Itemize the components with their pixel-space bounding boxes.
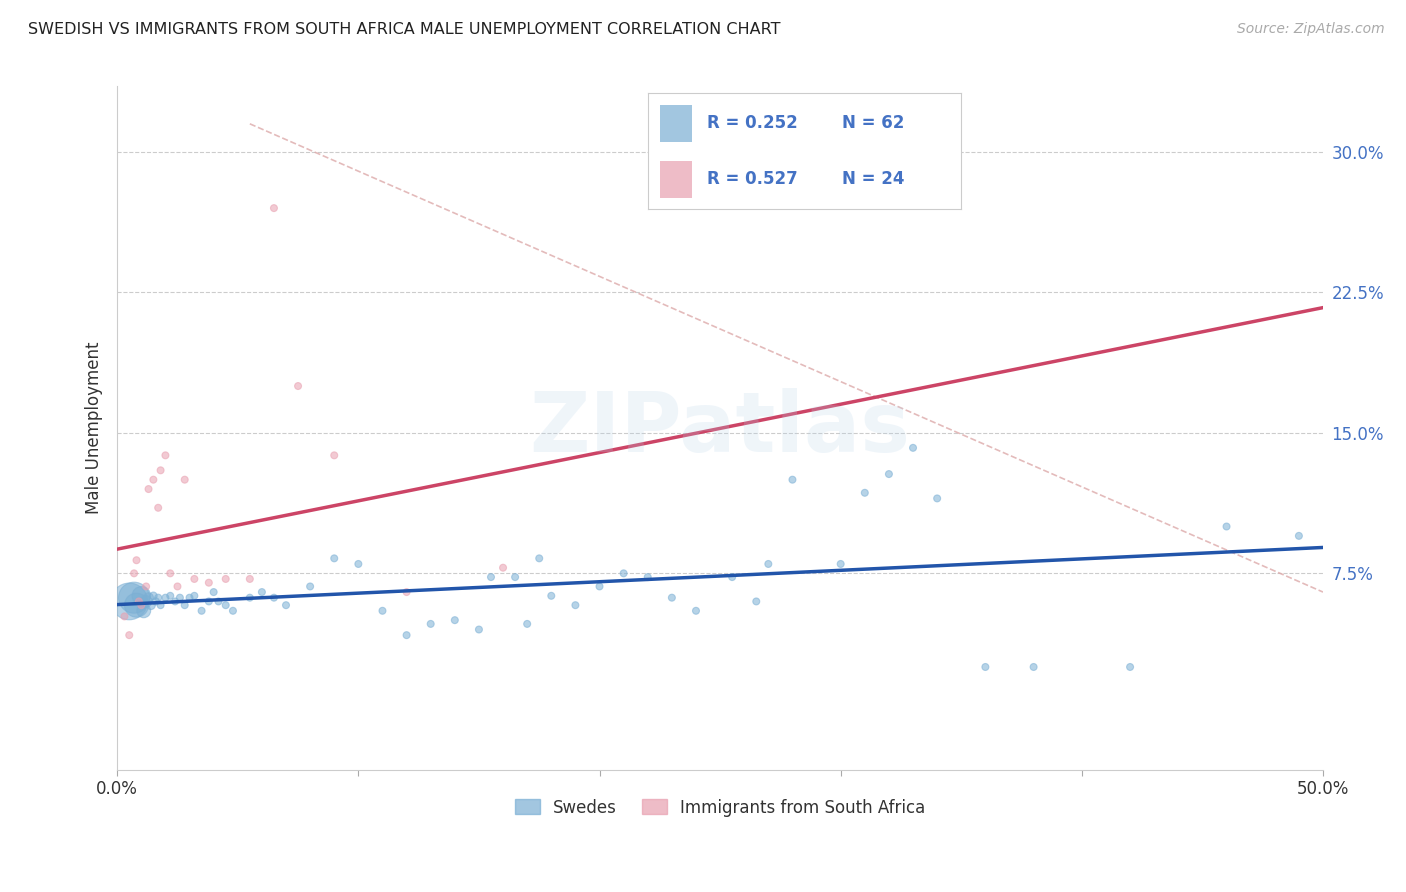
Point (347, 557, 370, 571)
Point (198, 575, 221, 590)
Point (112, 609, 135, 624)
Y-axis label: Male Unemployment: Male Unemployment (86, 342, 103, 515)
Point (745, 594, 768, 608)
Point (468, 623, 491, 637)
Point (145, 594, 167, 608)
Point (148, 500, 170, 515)
Point (198, 594, 221, 608)
Point (159, 566, 181, 581)
Point (756, 557, 779, 571)
Point (173, 473, 195, 487)
Point (323, 551, 346, 566)
Point (132, 604, 155, 618)
Point (166, 579, 188, 593)
Point (239, 572, 262, 586)
Point (1215, 519, 1237, 533)
Point (419, 616, 441, 631)
Point (125, 553, 148, 567)
Point (927, 491, 949, 506)
Point (274, 598, 297, 612)
Point (492, 560, 515, 574)
Point (179, 591, 201, 605)
Point (1119, 660, 1142, 674)
Point (588, 579, 610, 593)
Point (142, 473, 165, 487)
Point (661, 591, 683, 605)
Point (125, 598, 148, 612)
Point (503, 570, 526, 584)
Point (165, 594, 187, 608)
Point (540, 589, 562, 603)
Point (215, 572, 238, 586)
Text: SWEDISH VS IMMIGRANTS FROM SOUTH AFRICA MALE UNEMPLOYMENT CORRELATION CHART: SWEDISH VS IMMIGRANTS FROM SOUTH AFRICA … (28, 22, 780, 37)
Point (395, 585, 418, 599)
Point (135, 579, 157, 593)
Point (299, 579, 322, 593)
Point (901, 441, 924, 455)
Point (135, 594, 157, 608)
Point (830, 557, 852, 571)
Point (148, 591, 170, 605)
Point (877, 467, 900, 481)
Point (613, 566, 636, 581)
Point (138, 591, 160, 605)
Point (287, 379, 309, 393)
Point (529, 551, 551, 566)
Point (202, 585, 225, 599)
Point (138, 482, 160, 496)
Point (564, 598, 586, 612)
Point (323, 448, 346, 462)
Point (516, 616, 538, 631)
Point (183, 572, 205, 586)
Point (239, 591, 262, 605)
Point (974, 660, 997, 674)
Point (122, 591, 145, 605)
Point (853, 485, 876, 500)
Point (479, 570, 502, 584)
Point (263, 591, 285, 605)
Legend: Swedes, Immigrants from South Africa: Swedes, Immigrants from South Africa (508, 792, 932, 823)
Point (371, 604, 394, 618)
Point (131, 589, 153, 603)
Point (685, 604, 707, 618)
Point (131, 598, 153, 612)
Point (118, 594, 141, 608)
Point (149, 463, 172, 477)
Point (149, 598, 172, 612)
Point (637, 570, 659, 584)
Point (155, 591, 177, 605)
Point (222, 604, 245, 618)
Point (128, 594, 150, 608)
Point (139, 598, 162, 612)
Point (173, 598, 195, 612)
Point (721, 570, 744, 584)
Text: ZIPatlas: ZIPatlas (530, 388, 911, 468)
Point (169, 591, 191, 605)
Point (263, 201, 285, 215)
Point (1022, 660, 1045, 674)
Point (395, 628, 418, 642)
Point (118, 628, 141, 642)
Point (190, 604, 212, 618)
Point (142, 589, 165, 603)
Point (782, 473, 804, 487)
Point (1288, 529, 1310, 543)
Text: Source: ZipAtlas.com: Source: ZipAtlas.com (1237, 22, 1385, 37)
Point (183, 589, 205, 603)
Point (250, 585, 273, 599)
Point (159, 589, 181, 603)
Point (207, 594, 229, 608)
Point (155, 448, 177, 462)
Point (122, 566, 145, 581)
Point (215, 598, 238, 612)
Point (443, 613, 465, 627)
